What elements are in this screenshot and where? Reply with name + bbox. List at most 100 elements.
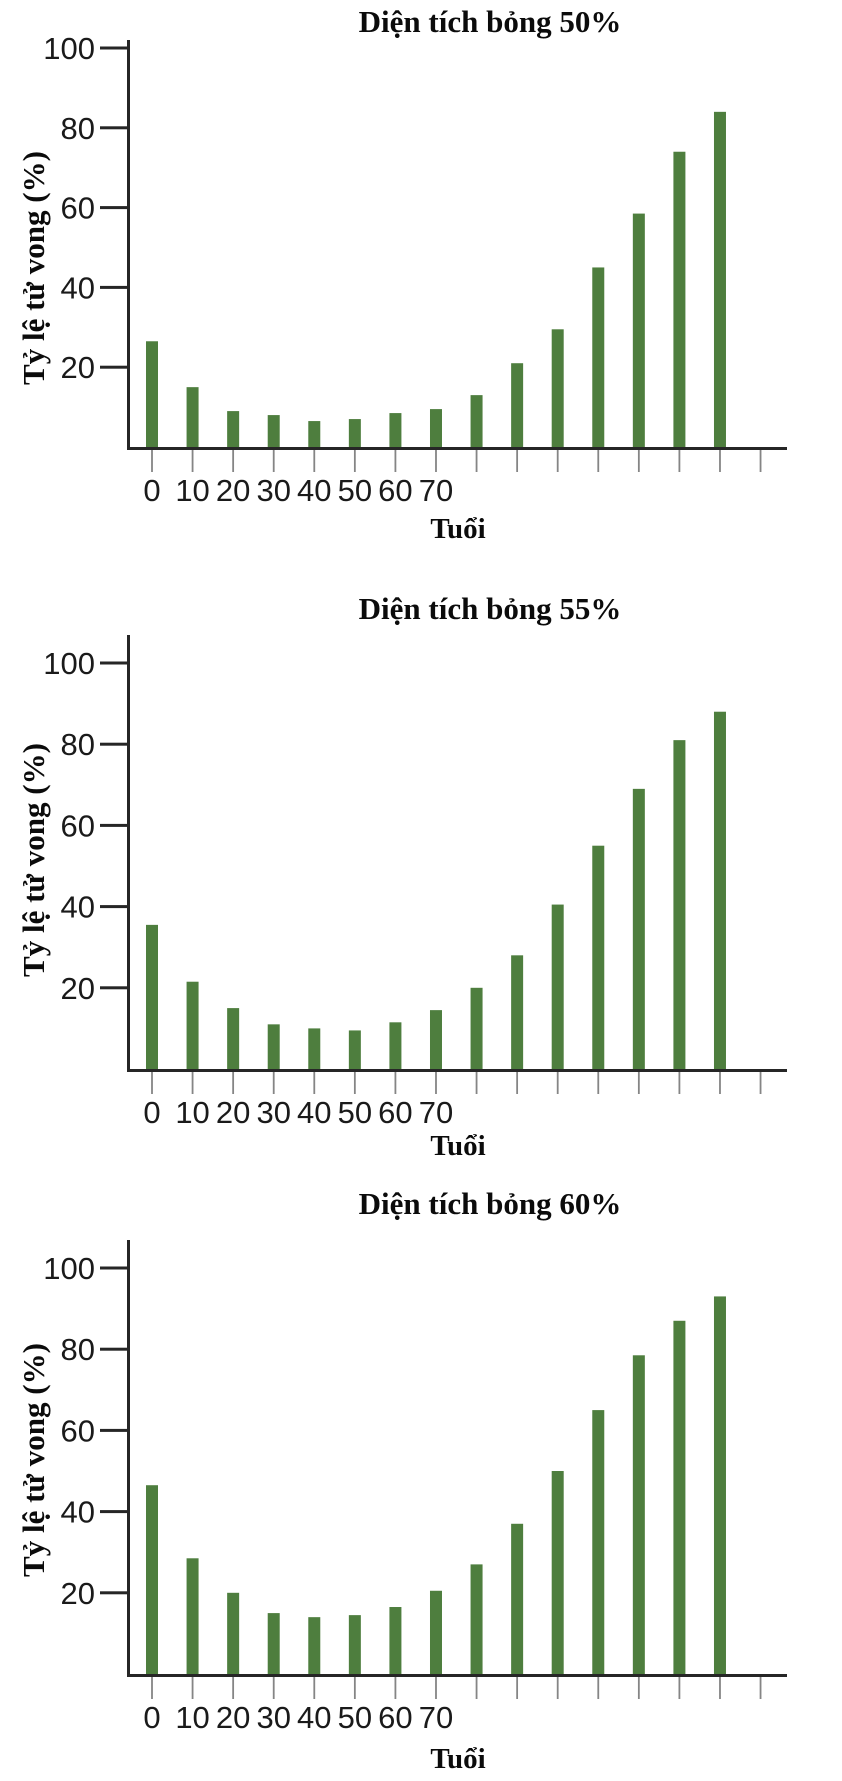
x-tick-label: 40	[297, 1095, 331, 1130]
bar	[673, 1320, 686, 1674]
bar	[308, 1028, 321, 1069]
bar	[511, 955, 524, 1069]
y-tick-label: 60	[61, 1413, 95, 1448]
y-tick-label: 40	[61, 890, 95, 925]
x-tick	[435, 1677, 437, 1699]
bar	[227, 1008, 240, 1069]
y-tick	[100, 285, 127, 289]
x-tick	[151, 1677, 153, 1699]
bar	[348, 1615, 361, 1674]
x-tick-label: 60	[378, 1095, 412, 1130]
bar	[146, 924, 158, 1069]
y-tick-label: 100	[43, 646, 95, 681]
x-axis-label: Tuổi	[430, 1130, 486, 1160]
x-tick	[759, 1072, 762, 1094]
bar	[429, 1010, 442, 1069]
y-tick	[100, 1347, 127, 1351]
y-tick	[100, 905, 127, 909]
bar	[348, 1030, 361, 1069]
bar	[267, 415, 280, 447]
x-axis-label: Tuổi	[430, 1743, 486, 1775]
x-tick	[597, 1677, 600, 1699]
x-tick	[516, 1677, 519, 1699]
bar	[551, 1471, 564, 1674]
x-axis-line	[127, 1069, 787, 1072]
bar	[389, 413, 402, 447]
bar	[146, 1485, 158, 1674]
x-tick	[678, 1072, 681, 1094]
bar	[673, 151, 686, 448]
bar	[511, 363, 524, 447]
x-tick-label: 0	[143, 473, 160, 508]
y-tick-label: 60	[61, 191, 95, 226]
x-tick	[475, 450, 478, 472]
bar	[267, 1613, 280, 1674]
x-tick	[435, 1072, 437, 1094]
x-tick	[678, 1677, 681, 1699]
x-tick	[516, 450, 519, 472]
bar	[429, 1590, 442, 1674]
x-tick-label: 70	[419, 1095, 453, 1130]
x-tick	[556, 1072, 559, 1094]
x-tick-label: 40	[297, 1700, 331, 1735]
bar	[470, 987, 483, 1069]
bar	[551, 329, 564, 447]
x-tick-label: 60	[378, 473, 412, 508]
bar	[470, 395, 483, 447]
y-tick-label: 40	[61, 270, 95, 305]
x-tick	[637, 450, 640, 472]
y-axis-line	[127, 635, 130, 1072]
x-tick	[353, 1072, 356, 1094]
x-tick	[597, 450, 600, 472]
x-tick	[151, 450, 153, 472]
bar	[348, 419, 361, 447]
x-tick-label: 20	[216, 1700, 250, 1735]
bar	[186, 981, 199, 1069]
x-tick	[759, 450, 762, 472]
bar	[308, 1617, 321, 1674]
x-tick-label: 0	[143, 1700, 160, 1735]
y-axis-line	[127, 1240, 130, 1677]
y-tick-label: 20	[61, 1576, 95, 1611]
x-tick	[191, 450, 194, 472]
x-tick	[232, 1677, 235, 1699]
bar	[267, 1024, 280, 1069]
x-tick	[191, 1072, 194, 1094]
x-tick-label: 30	[256, 1700, 290, 1735]
y-tick	[100, 126, 127, 130]
y-tick-label: 100	[43, 1251, 95, 1286]
chart-title: Diện tích bỏng 50%	[358, 4, 622, 39]
bar	[632, 788, 645, 1069]
y-tick-label: 100	[43, 31, 95, 66]
bar	[632, 213, 645, 447]
x-tick	[151, 1072, 153, 1094]
y-tick	[100, 206, 127, 210]
x-tick-label: 30	[256, 1095, 290, 1130]
chart-burn-55: Diện tích bỏng 55% Tỷ lệ tử vong (%) 20 4…	[0, 565, 842, 1160]
x-tick	[313, 450, 316, 472]
chart-title: Diện tích bỏng 55%	[358, 591, 622, 626]
x-tick	[394, 1072, 397, 1094]
x-tick	[232, 450, 235, 472]
bar	[592, 845, 605, 1069]
bar	[592, 1410, 605, 1674]
x-tick	[719, 1677, 721, 1699]
x-tick-label: 30	[256, 473, 290, 508]
bar	[389, 1607, 402, 1674]
y-tick	[100, 46, 127, 50]
y-tick	[100, 1591, 127, 1595]
x-tick	[272, 450, 275, 472]
bar	[632, 1355, 645, 1674]
x-tick	[597, 1072, 600, 1094]
x-tick	[191, 1677, 194, 1699]
bar	[551, 904, 564, 1069]
y-tick	[100, 1510, 127, 1514]
bar	[713, 711, 726, 1069]
y-tick-label: 80	[61, 1332, 95, 1367]
chart-burn-60: Diện tích bỏng 60% Tỷ lệ tử vong (%) 20 4…	[0, 1160, 842, 1781]
x-tick-label: 0	[143, 1095, 160, 1130]
x-tick	[637, 1072, 640, 1094]
x-tick	[759, 1677, 762, 1699]
